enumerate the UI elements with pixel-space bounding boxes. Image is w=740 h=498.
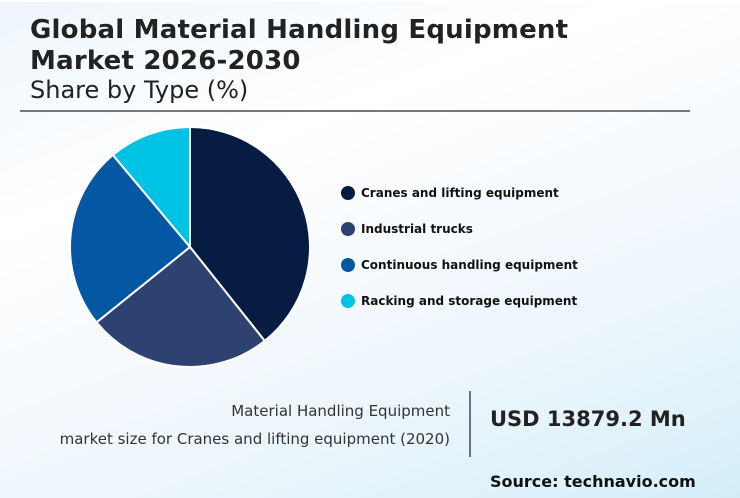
legend-label: Industrial trucks xyxy=(361,222,473,236)
legend-label: Continuous handling equipment xyxy=(361,258,578,272)
pie-chart xyxy=(69,125,311,368)
pie-slice xyxy=(69,153,192,324)
chart-title: Global Material Handling Equipment Marke… xyxy=(30,15,568,77)
legend-item: Industrial trucks xyxy=(341,211,578,247)
legend-label: Racking and storage equipment xyxy=(361,294,578,308)
market-size-value: USD 13879.2 Mn xyxy=(490,407,686,431)
legend-item: Continuous handling equipment xyxy=(341,247,578,283)
chart-subtitle: Share by Type (%) xyxy=(30,76,249,104)
chart-legend: Cranes and lifting equipment Industrial … xyxy=(341,175,578,319)
market-size-label-line-2: market size for Cranes and lifting equip… xyxy=(59,430,450,448)
legend-item: Racking and storage equipment xyxy=(341,283,578,319)
legend-swatch-icon xyxy=(341,258,355,272)
title-line-1: Global Material Handling Equipment xyxy=(30,15,569,45)
title-divider xyxy=(20,110,690,112)
title-line-2: Market 2026-2030 xyxy=(30,46,301,76)
source-credit: Source: technavio.com xyxy=(490,472,696,491)
footer-divider xyxy=(469,391,471,457)
pie-slice xyxy=(111,125,191,250)
legend-swatch-icon xyxy=(341,294,355,308)
pie-slice xyxy=(189,125,311,343)
legend-swatch-icon xyxy=(341,186,355,200)
legend-swatch-icon xyxy=(341,222,355,236)
pie-slice xyxy=(95,245,267,368)
market-size-label-line-1: Material Handling Equipment xyxy=(231,402,450,420)
legend-label: Cranes and lifting equipment xyxy=(361,186,559,200)
legend-item: Cranes and lifting equipment xyxy=(341,175,578,211)
